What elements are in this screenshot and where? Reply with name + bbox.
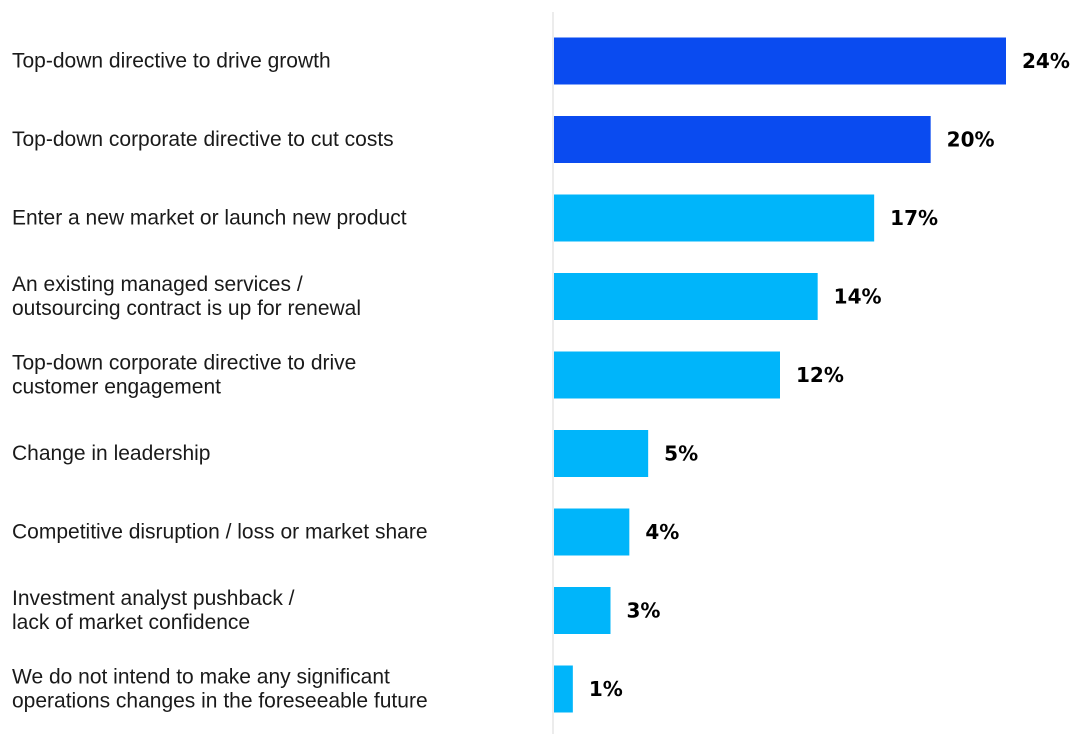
category-label-line: Enter a new market or launch new product xyxy=(12,207,407,230)
category-label-5: Top-down corporate directive to drive cus… xyxy=(12,352,356,399)
bar-9 xyxy=(554,665,573,713)
category-label-3: Enter a new market or launch new product xyxy=(12,207,407,230)
category-label-8: Investment analyst pushback / lack of mar… xyxy=(12,587,295,634)
category-label-6: Change in leadership xyxy=(12,442,210,465)
bar-8 xyxy=(554,587,611,634)
category-label-line: lack of market confidence xyxy=(12,611,250,634)
value-label-7: 4% xyxy=(645,520,679,544)
value-label-6: 5% xyxy=(664,442,698,466)
category-label-line: Top-down corporate directive to cut cost… xyxy=(12,128,394,151)
category-label-line: Top-down directive to drive growth xyxy=(12,50,331,73)
category-label-9: We do not intend to make any significant… xyxy=(12,666,428,713)
value-label-8: 3% xyxy=(627,599,661,623)
category-label-line: Competitive disruption / loss or market … xyxy=(12,521,428,544)
category-label-line: outsourcing contract is up for renewal xyxy=(12,297,361,320)
category-label-line: Top-down corporate directive to drive xyxy=(12,352,356,375)
category-label-4: An existing managed services / outsourcin… xyxy=(12,273,361,320)
category-label-line: An existing managed services / xyxy=(12,273,303,296)
bars-group xyxy=(554,37,1006,713)
category-label-line: Investment analyst pushback / xyxy=(12,587,295,610)
category-label-7: Competitive disruption / loss or market … xyxy=(12,521,428,544)
category-label-2: Top-down corporate directive to cut cost… xyxy=(12,128,394,151)
value-label-4: 14% xyxy=(834,285,882,309)
value-label-1: 24% xyxy=(1022,49,1070,73)
category-labels-group: Top-down directive to drive growth Top-do… xyxy=(12,50,428,713)
category-label-line: Change in leadership xyxy=(12,442,210,465)
bar-6 xyxy=(554,430,649,477)
value-label-5: 12% xyxy=(796,363,844,387)
value-labels-group: 24% 20% 17% 14% 12% 5% 4% 3% 1% xyxy=(589,49,1070,701)
bar-3 xyxy=(554,194,875,242)
bar-2 xyxy=(554,116,931,163)
value-label-3: 17% xyxy=(890,206,938,230)
category-label-line: customer engagement xyxy=(12,376,221,399)
bar-5 xyxy=(554,351,780,399)
value-label-2: 20% xyxy=(947,128,995,152)
bar-7 xyxy=(554,508,630,556)
bar-1 xyxy=(554,37,1006,85)
category-label-1: Top-down directive to drive growth xyxy=(12,50,331,73)
category-label-line: We do not intend to make any significant xyxy=(12,666,390,689)
bar-4 xyxy=(554,273,818,320)
category-label-line: operations changes in the foreseeable fu… xyxy=(12,690,428,713)
value-label-9: 1% xyxy=(589,677,623,701)
